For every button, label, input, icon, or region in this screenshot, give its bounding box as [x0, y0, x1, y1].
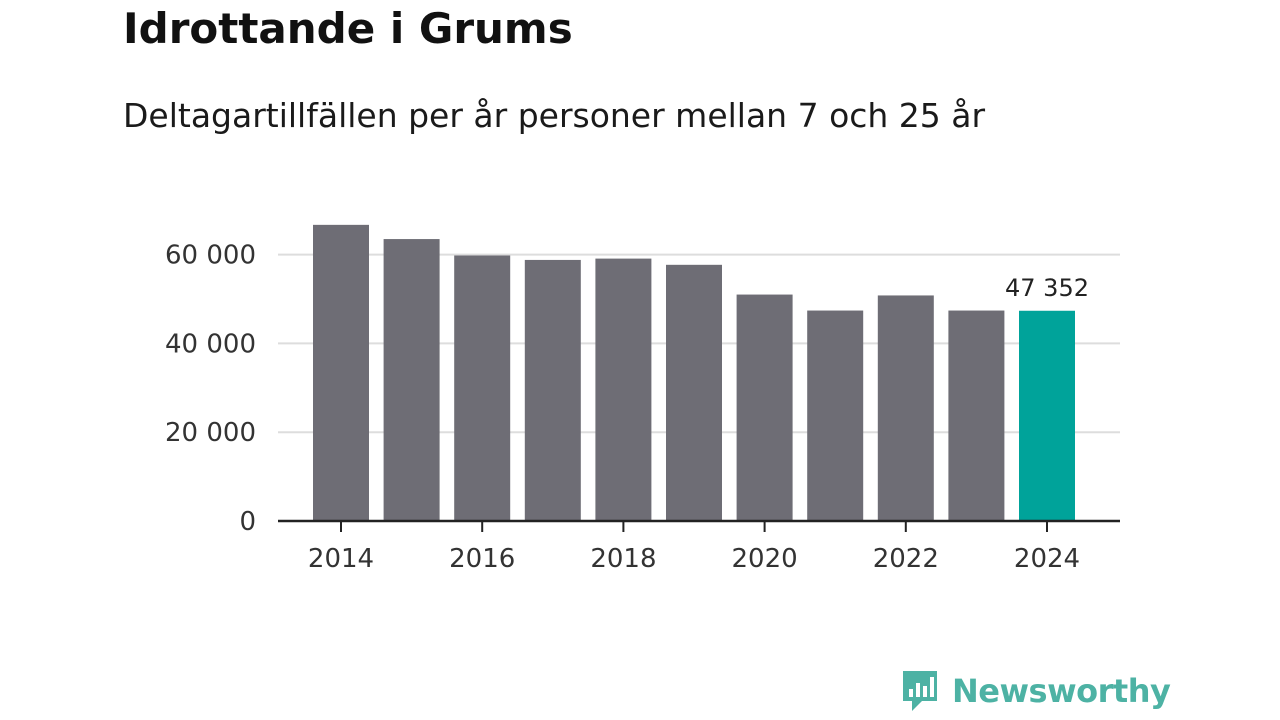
y-tick-label: 60 000: [165, 241, 256, 271]
data-label: 47 352: [1005, 274, 1089, 302]
label-layer: 0 20 000 40 000 60 000 2014 2016 2018 2020 2022 2…: [165, 241, 1089, 574]
y-tick-label: 40 000: [165, 329, 256, 359]
bar-2023: [948, 310, 1005, 521]
bar-2015: [383, 239, 440, 521]
page-subtitle: Deltagartillfällen per år personer mella…: [123, 96, 986, 135]
bar-2021: [807, 310, 864, 521]
bar-2016: [454, 255, 511, 521]
x-tick-label: 2022: [873, 544, 939, 574]
bar-layer: [313, 224, 1075, 522]
x-tick-label: 2016: [449, 544, 515, 574]
bar-2017: [524, 259, 581, 521]
bar-2024: [1019, 310, 1075, 521]
x-tick-label: 2020: [732, 544, 798, 574]
bar-2018: [595, 258, 652, 521]
bar-2022: [877, 295, 934, 521]
x-tick-label: 2024: [1014, 544, 1080, 574]
y-tick-label: 20 000: [165, 418, 256, 448]
brand-logo: Newsworthy: [900, 668, 1171, 714]
axis-layer: [278, 519, 1120, 532]
y-tick-label: 0: [239, 507, 256, 537]
brand-name: Newsworthy: [952, 672, 1171, 710]
newsworthy-logo-icon: [903, 671, 937, 711]
bar-2014: [313, 224, 369, 522]
x-tick-label: 2018: [590, 544, 656, 574]
bar-2019: [666, 264, 722, 521]
bar-2020: [736, 294, 793, 521]
x-tick-label: 2014: [308, 544, 374, 574]
page-title: Idrottande i Grums: [123, 4, 573, 53]
